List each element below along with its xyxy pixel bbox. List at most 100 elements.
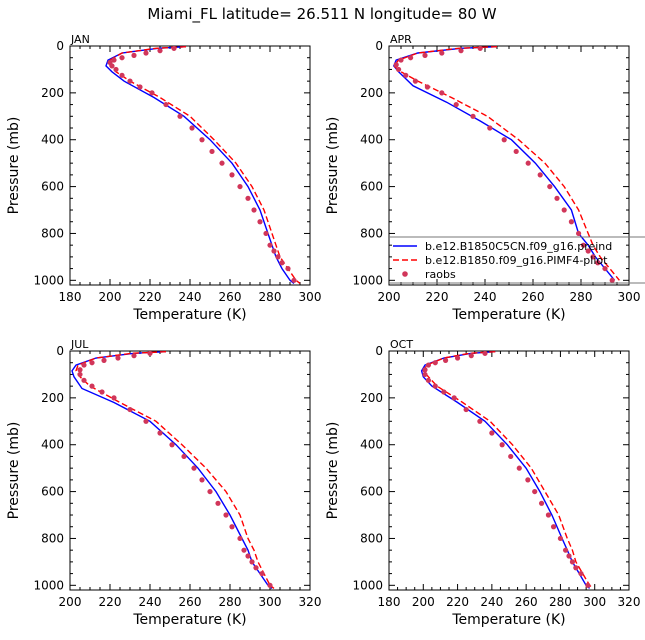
- y-tick-label: 1000: [33, 273, 64, 287]
- raobs-point: [223, 512, 229, 518]
- raobs-point: [267, 582, 273, 588]
- raobs-point: [199, 137, 205, 143]
- raobs-point: [111, 395, 117, 401]
- raobs-point: [499, 442, 505, 448]
- raobs-point: [237, 535, 243, 542]
- figure-title: Miami_FL latitude= 26.511 N longitude= 8…: [147, 5, 496, 24]
- legend-entries: b.e12.B1850C5CN.f09_g16.preindb.e12.B185…: [393, 240, 612, 281]
- preind-line: [420, 351, 591, 589]
- x-tick-label: 260: [219, 290, 242, 304]
- raobs-point: [237, 183, 243, 190]
- x-tick-label: 200: [59, 595, 82, 609]
- series-group: [105, 46, 301, 284]
- x-tick-label: 240: [480, 595, 503, 609]
- panel-label: OCT: [390, 338, 413, 351]
- raobs-point: [77, 371, 83, 378]
- raobs-point: [590, 254, 596, 260]
- raobs-point: [573, 565, 579, 571]
- panel-apr: 200 220 240 260 280 300 0 200 400 600 800 1000 Tempe…: [325, 33, 640, 323]
- y-tick-label: 400: [41, 133, 64, 147]
- raobs-point: [441, 389, 447, 395]
- raobs-point: [412, 78, 418, 84]
- y-tick-label: 1000: [352, 578, 383, 592]
- raobs-point: [489, 430, 495, 436]
- raobs-point: [157, 430, 163, 436]
- legend: b.e12.B1850C5CN.f09_g16.preindb.e12.B185…: [389, 236, 645, 284]
- x-tick-label: 180: [59, 290, 82, 304]
- raobs-point: [425, 377, 432, 383]
- y-tick-label: 600: [41, 180, 64, 194]
- raobs-point: [285, 265, 291, 272]
- raobs-point: [585, 248, 591, 254]
- raobs-point: [291, 277, 297, 283]
- y-tick-label: 1000: [33, 578, 64, 592]
- raobs-point: [241, 547, 247, 553]
- raobs-point: [257, 219, 263, 225]
- raobs-point: [482, 351, 488, 356]
- x-axis-title: Temperature (K): [451, 307, 565, 323]
- x-tick-label: 300: [618, 290, 641, 304]
- raobs-point: [177, 113, 183, 119]
- x-tick-label: 260: [179, 595, 202, 609]
- x-axis-title: Temperature (K): [132, 612, 246, 628]
- raobs-point: [115, 355, 121, 361]
- series-group: [420, 351, 594, 589]
- raobs-point: [580, 242, 587, 248]
- raobs-point: [468, 353, 474, 359]
- raobs-point: [109, 63, 115, 69]
- raobs-point: [215, 500, 221, 506]
- raobs-point: [181, 453, 187, 460]
- raobs-point: [550, 524, 557, 530]
- raobs-point: [131, 52, 137, 58]
- preind-line: [71, 351, 273, 589]
- y-tick-label: 800: [41, 226, 64, 240]
- raobs-point: [451, 395, 457, 401]
- raobs-point: [127, 406, 133, 413]
- y-tick-label: 0: [56, 344, 64, 358]
- y-axis-title: Pressure (mb): [325, 422, 341, 520]
- raobs-point: [163, 101, 169, 108]
- raobs-point: [585, 582, 591, 588]
- x-tick-label: 240: [179, 290, 202, 304]
- raobs-point: [147, 351, 153, 356]
- panel-label: JUL: [70, 338, 89, 351]
- plot-frame: [69, 350, 311, 591]
- raobs-point: [81, 377, 87, 383]
- raobs-point: [501, 137, 507, 143]
- raobs-point: [251, 207, 257, 213]
- series-group: [71, 351, 275, 589]
- raobs-point: [432, 383, 438, 389]
- raobs-point: [219, 160, 225, 166]
- y-tick-label: 400: [41, 438, 64, 452]
- raobs-point: [453, 101, 459, 108]
- raobs-point: [101, 357, 107, 363]
- raobs-point: [487, 125, 493, 131]
- panels-group: 180 200 220 240 260 280 300 0 200 400 600 800 1000 Te…: [6, 33, 640, 628]
- raobs-point: [403, 72, 409, 78]
- raobs-point: [111, 57, 117, 63]
- legend-label: raobs: [425, 268, 456, 281]
- y-tick-label: 400: [360, 438, 383, 452]
- raobs-point: [578, 570, 584, 577]
- raobs-point: [143, 418, 149, 424]
- y-tick-label: 0: [56, 39, 64, 53]
- raobs-point: [171, 46, 177, 51]
- x-axis-title: Temperature (K): [451, 612, 565, 628]
- raobs-point: [576, 230, 582, 237]
- raobs-point: [545, 512, 552, 518]
- raobs-point: [245, 553, 251, 559]
- raobs-point: [229, 524, 235, 530]
- y-tick-label: 600: [41, 485, 64, 499]
- preind-line: [105, 46, 295, 284]
- raobs-point: [525, 477, 531, 483]
- raobs-point: [424, 84, 430, 90]
- raobs-point: [89, 360, 95, 366]
- raobs-point: [538, 500, 545, 506]
- y-axis-title: Pressure (mb): [6, 117, 22, 215]
- raobs-point: [432, 360, 438, 366]
- raobs-point: [143, 50, 149, 56]
- raobs-point: [263, 230, 269, 237]
- y-tick-label: 1000: [352, 273, 383, 287]
- raobs-point: [81, 362, 87, 368]
